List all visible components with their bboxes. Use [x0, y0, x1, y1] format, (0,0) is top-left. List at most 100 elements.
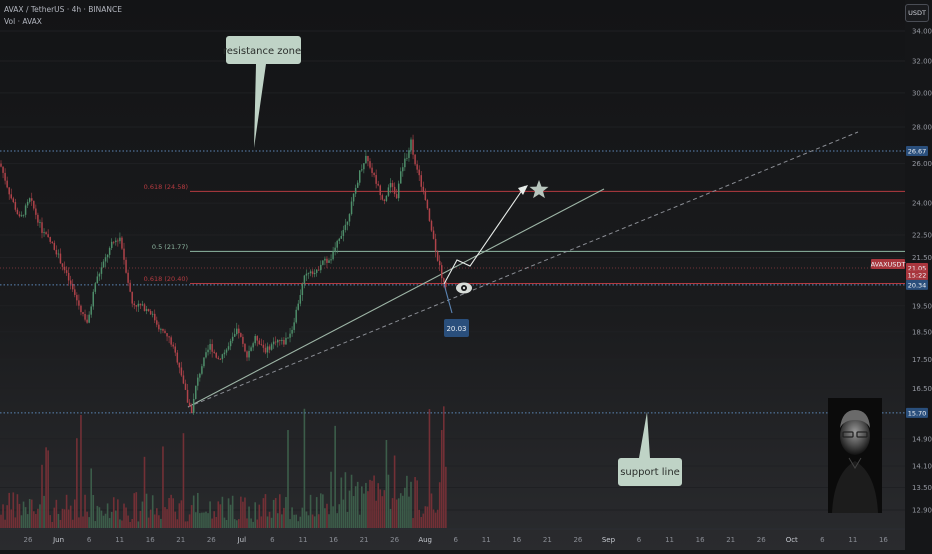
volume-bar — [74, 499, 76, 528]
volume-bar — [440, 430, 443, 528]
x-tick-label: 11 — [115, 536, 124, 544]
symbol-title[interactable]: AVAX / TetherUS · 4h · BINANCE — [4, 5, 122, 14]
volume-bar — [135, 492, 138, 528]
candle-body — [229, 340, 232, 347]
volume-bar — [57, 513, 60, 528]
volume-bar — [10, 509, 13, 528]
axis-price-badge-label: 15:22 — [908, 271, 927, 279]
candle-body — [156, 320, 158, 325]
candle-body — [346, 221, 349, 225]
projection-arrow-icon — [518, 185, 528, 195]
volume-bar — [115, 510, 117, 528]
y-tick-label: 22.50 — [912, 232, 932, 240]
volume-bar — [129, 521, 131, 528]
volume-bar — [88, 517, 90, 528]
candle-body — [149, 311, 152, 315]
candle-body — [334, 247, 336, 252]
volume-bar — [94, 521, 97, 528]
candle-body — [98, 273, 101, 277]
trend-line-dashed[interactable] — [187, 131, 859, 408]
volume-bar — [279, 494, 281, 528]
volume-bar — [352, 496, 355, 528]
candle-body — [199, 373, 201, 378]
volume-bar — [375, 500, 377, 528]
volume-bar — [416, 480, 418, 528]
candle-body — [363, 163, 365, 170]
volume-bar — [223, 517, 226, 528]
volume-bar — [332, 506, 334, 528]
volume-bar — [28, 499, 31, 528]
volume-bar — [408, 496, 410, 528]
candle-body — [197, 377, 199, 386]
x-axis[interactable]: 26 Jun 6 11 16 21 26 Jul 6 11 16 21 26 Aug 6 11 16 21 26 Se… — [0, 528, 905, 544]
candle-body — [254, 336, 256, 344]
volume-bar — [217, 501, 220, 528]
volume-bar — [295, 514, 297, 528]
volume-bar — [402, 495, 404, 528]
volume-bar — [371, 480, 373, 528]
candle-body — [172, 344, 174, 347]
volume-bar — [420, 517, 423, 528]
volume-bar — [250, 518, 252, 528]
candle-body — [28, 198, 31, 202]
volume-bar — [121, 520, 123, 528]
y-tick-label: 14.90 — [912, 435, 932, 443]
axis-price-badge-label: 20.34 — [908, 281, 927, 289]
candle-body — [154, 313, 156, 321]
volume-bar — [373, 475, 375, 528]
volume-bar — [172, 498, 174, 528]
x-tick-label: 11 — [665, 536, 674, 544]
candle-body — [117, 240, 119, 242]
candle-body — [63, 266, 66, 271]
candle-body — [190, 406, 193, 414]
candle-body — [236, 328, 238, 335]
callouts: resistance zone support line 20.03 — [223, 36, 682, 486]
volume-bar — [20, 515, 23, 528]
volume-bar — [194, 512, 197, 528]
axis-price-badge-label: 21.05 — [908, 264, 927, 272]
volume-bar — [422, 513, 425, 528]
candle-body — [332, 251, 334, 260]
support-callout[interactable] — [618, 412, 682, 486]
trend-line-main[interactable] — [187, 188, 605, 408]
candle-body — [151, 313, 154, 315]
resistance-callout[interactable] — [226, 36, 301, 148]
volume-bar — [256, 519, 259, 528]
volume-bar — [209, 501, 211, 528]
volume-bar — [412, 518, 414, 528]
volume-bar — [30, 499, 33, 528]
candle-body — [225, 349, 228, 353]
candle-body — [379, 185, 381, 196]
volume-bar — [76, 438, 78, 528]
volume-bar — [221, 496, 224, 528]
x-tick-label: 21 — [543, 536, 552, 544]
downside-path[interactable] — [443, 283, 453, 314]
candle-body — [315, 269, 318, 273]
volume-bar — [133, 493, 136, 528]
resistance-zone-label: resistance zone — [223, 46, 301, 57]
x-tick-label: 21 — [360, 536, 369, 544]
candle-body — [414, 154, 416, 165]
volume-bar — [291, 507, 293, 528]
volume-bar — [391, 498, 394, 528]
candle-body — [211, 344, 213, 352]
candle-body — [348, 214, 351, 222]
candle-body — [221, 354, 224, 360]
y-tick-label: 24.00 — [912, 200, 932, 208]
candle-body — [16, 209, 19, 215]
x-tick-label: 21 — [726, 536, 735, 544]
volume-bar — [264, 494, 267, 528]
candle-body — [434, 238, 437, 252]
currency-button[interactable]: USDT — [905, 4, 929, 22]
volume-bar — [8, 492, 10, 528]
volume-bar — [168, 498, 170, 528]
volume-bar — [51, 521, 54, 528]
candle-body — [356, 182, 359, 188]
volume-bar — [443, 406, 445, 528]
candle-body — [201, 366, 203, 374]
projection-path[interactable] — [443, 185, 526, 285]
candle-body — [141, 304, 144, 306]
volume-legend[interactable]: Vol · AVAX — [4, 17, 42, 26]
